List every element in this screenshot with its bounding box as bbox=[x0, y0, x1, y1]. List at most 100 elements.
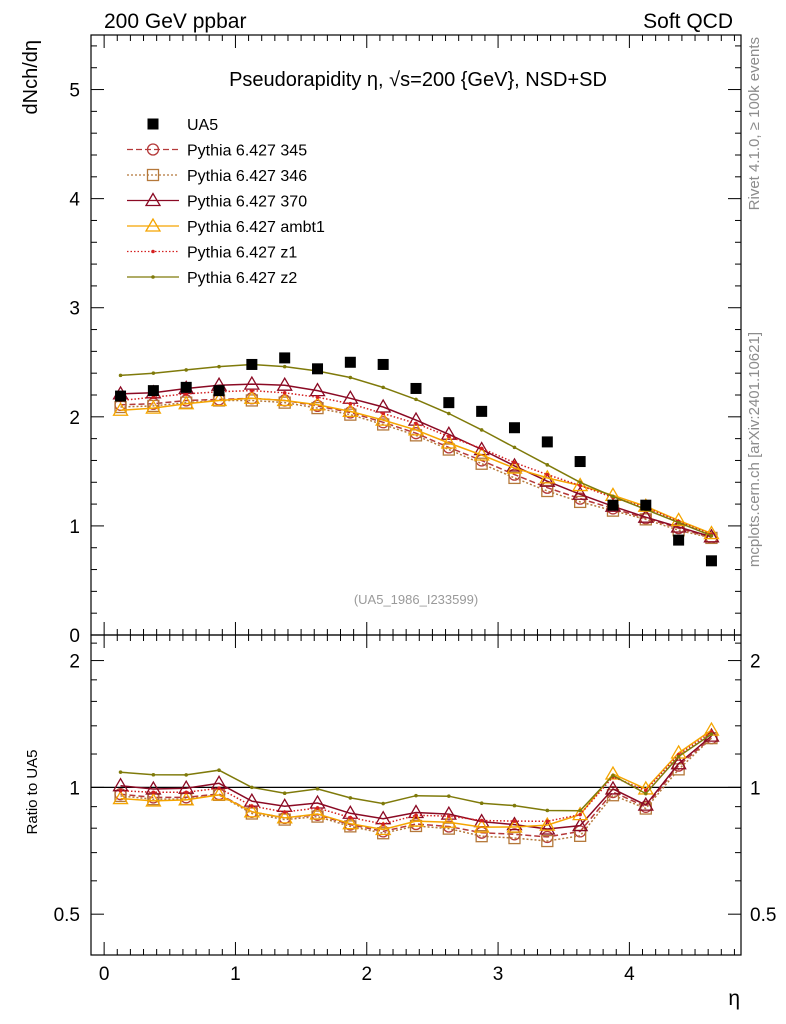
ua5-data-point bbox=[574, 456, 586, 468]
legend-marker bbox=[146, 143, 160, 156]
y-tick-label-main: 1 bbox=[69, 517, 80, 538]
series-3-ratio-point bbox=[112, 790, 129, 805]
series-1-line bbox=[120, 399, 712, 539]
series-5-point bbox=[184, 368, 189, 372]
x-axis-label: η bbox=[728, 987, 740, 1010]
series-3-point bbox=[178, 395, 195, 410]
series-2-ratio-point bbox=[506, 816, 523, 831]
series-5-point bbox=[447, 411, 451, 416]
series-5-ratio-point bbox=[250, 785, 254, 790]
series-2-ratio-point bbox=[572, 817, 589, 832]
legend-marker bbox=[146, 168, 160, 182]
series-2-point bbox=[243, 375, 260, 390]
series-3-ratio-point bbox=[145, 792, 162, 807]
series-3-point bbox=[703, 525, 720, 540]
series-5-point bbox=[217, 364, 221, 369]
y-tick-label-main: 3 bbox=[69, 299, 80, 320]
series-1-ratio-point bbox=[541, 834, 554, 848]
watermark-label: (UA5_1986_I233599) bbox=[354, 592, 478, 607]
series-3-ratio-point bbox=[309, 805, 326, 820]
series-4-ratio-point bbox=[184, 790, 189, 795]
series-4-point bbox=[282, 391, 287, 395]
ratio-plot-series bbox=[112, 721, 720, 848]
ua5-data-point bbox=[410, 382, 422, 394]
series-2-point bbox=[539, 472, 556, 487]
series-5-ratio-point bbox=[643, 791, 648, 796]
ua5-data-point bbox=[180, 381, 192, 393]
series-1-point bbox=[475, 457, 488, 470]
series-4-point bbox=[151, 395, 156, 399]
y-tick-label-main: 2 bbox=[69, 408, 80, 429]
x-tick-label: 2 bbox=[361, 964, 372, 985]
series-2-ratio-point bbox=[539, 820, 556, 835]
series-3-point bbox=[473, 446, 490, 461]
legend-label: Pythia 6.427 345 bbox=[187, 143, 307, 160]
series-3-point bbox=[309, 396, 326, 411]
ua5-data-point bbox=[443, 397, 455, 409]
series-5-ratio-point bbox=[118, 770, 123, 774]
series-3-ratio-point bbox=[572, 806, 589, 821]
series-5-ratio-point bbox=[479, 801, 484, 806]
series-5-point bbox=[151, 371, 156, 375]
legend-label: Pythia 6.427 370 bbox=[187, 194, 307, 211]
series-2-ratio-point bbox=[637, 796, 654, 811]
y-tick-label-main: 0 bbox=[69, 626, 80, 647]
series-3-point bbox=[210, 392, 228, 407]
series-2-ratio-point bbox=[407, 804, 425, 819]
series-4-point bbox=[545, 472, 550, 477]
series-3-ratio-point bbox=[539, 816, 556, 831]
x-tick-label: 4 bbox=[624, 964, 635, 985]
series-4-point bbox=[348, 401, 353, 406]
header-right: Soft QCD bbox=[643, 10, 733, 33]
series-5-point bbox=[479, 428, 484, 432]
series-1-ratio-point bbox=[475, 830, 488, 843]
series-3-ratio-point bbox=[243, 803, 260, 818]
legend-label: Pythia 6.427 ambt1 bbox=[187, 219, 325, 236]
series-4-point bbox=[184, 392, 189, 396]
series-4-point bbox=[447, 434, 451, 439]
series-3-point bbox=[539, 469, 556, 484]
series-2-ratio-point bbox=[604, 780, 622, 795]
series-5-ratio-point bbox=[578, 808, 582, 813]
legend-label: Pythia 6.427 z1 bbox=[187, 245, 297, 262]
series-3-ratio-point bbox=[407, 812, 425, 827]
series-3-point bbox=[145, 399, 162, 414]
series-4-ratio-point bbox=[250, 804, 254, 808]
series-2-point bbox=[572, 485, 589, 500]
series-5-ratio-point bbox=[217, 768, 221, 773]
series-4-ratio-point bbox=[348, 815, 353, 820]
header-left: 200 GeV ppbar bbox=[104, 10, 246, 33]
x-tick-label: 0 bbox=[99, 964, 110, 985]
series-4-ratio-point bbox=[447, 814, 451, 818]
series-5-ratio-point bbox=[315, 787, 320, 791]
series-3-point bbox=[243, 389, 260, 404]
series-1-point bbox=[541, 484, 554, 498]
legend-marker bbox=[144, 217, 162, 232]
series-3-point bbox=[407, 421, 425, 436]
series-1-point bbox=[508, 471, 521, 485]
series-5-point bbox=[282, 364, 287, 369]
series-5-point bbox=[545, 463, 550, 467]
legend: UA5 Pythia 6.427 345 Pythia 6.427 346 Pythi… bbox=[127, 117, 325, 287]
series-3-ratio-point bbox=[342, 815, 359, 830]
series-0-line bbox=[120, 397, 712, 539]
series-5-ratio-point bbox=[676, 754, 681, 759]
y-axis-label-ratio: Ratio to UA5 bbox=[24, 749, 41, 834]
series-4-ratio-point bbox=[381, 822, 385, 826]
ua5-data-point bbox=[115, 390, 127, 402]
series-3-point bbox=[342, 403, 359, 418]
legend-label: Pythia 6.427 z2 bbox=[187, 270, 297, 287]
series-5-point bbox=[414, 397, 418, 402]
axis-tick-labels: 0 1 2 3 4 0 1 2 3 4 5 0.5 0.5 1 1 2 2 bbox=[54, 81, 777, 985]
series-4-ratio-point bbox=[643, 788, 648, 793]
series-3-point bbox=[375, 411, 392, 426]
series-5-ratio-point bbox=[151, 772, 156, 777]
ua5-data-point bbox=[541, 436, 553, 448]
x-tick-label: 3 bbox=[493, 964, 504, 985]
series-5-point bbox=[381, 385, 385, 390]
series-3-ratio-point bbox=[604, 765, 622, 780]
series-3-ratio-point bbox=[276, 809, 293, 824]
ua5-data-point bbox=[508, 422, 520, 434]
series-4-point bbox=[578, 483, 582, 488]
series-3-ratio-point bbox=[178, 791, 195, 806]
